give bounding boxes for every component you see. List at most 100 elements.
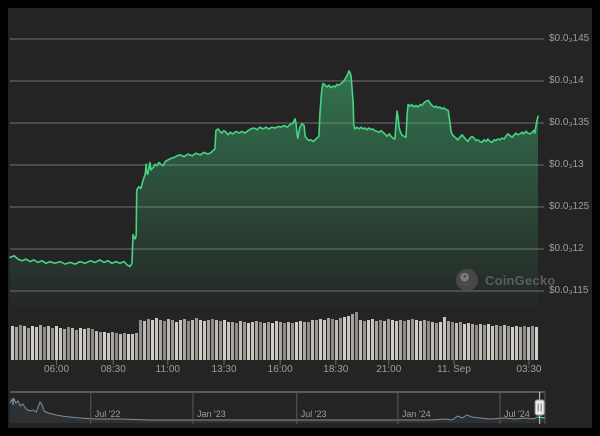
volume-bar — [359, 320, 362, 360]
volume-bar — [75, 330, 78, 360]
volume-bar — [403, 321, 406, 360]
volume-bar — [311, 320, 314, 360]
volume-bar — [287, 322, 290, 360]
volume-bar — [515, 326, 518, 360]
volume-bar — [387, 319, 390, 360]
volume-bar — [363, 321, 366, 360]
volume-bar — [31, 326, 34, 360]
x-axis-ticks — [56, 360, 530, 365]
x-axis-label: 11:00 — [155, 364, 180, 375]
volume-bar — [315, 320, 318, 360]
volume-bar — [91, 329, 94, 360]
price-line — [9, 70, 539, 268]
navigator-label: Jul '24 — [504, 409, 530, 419]
volume-bar — [67, 327, 70, 360]
volume-bar — [531, 326, 534, 360]
volume-bar — [87, 328, 90, 360]
volume-bar — [299, 321, 302, 360]
volume-bar — [323, 320, 326, 360]
volume-bar — [23, 326, 26, 360]
price-area-fill — [10, 70, 538, 307]
volume-bar — [175, 322, 178, 360]
volume-bar — [367, 320, 370, 360]
volume-bar — [379, 320, 382, 360]
volume-bar — [447, 321, 450, 360]
volume-bar — [255, 321, 258, 360]
volume-bar — [275, 321, 278, 360]
volume-bar — [163, 321, 166, 360]
volume-bar — [247, 323, 250, 360]
volume-bar — [15, 327, 18, 360]
volume-bar — [383, 321, 386, 360]
navigator-label: Jul '23 — [300, 409, 327, 419]
volume-bar — [467, 323, 470, 360]
volume-bar — [347, 316, 350, 360]
volume-bar — [47, 326, 50, 360]
volume-bar — [239, 321, 242, 360]
y-axis-label: $0.0₃125 — [549, 201, 590, 212]
volume-bar — [535, 327, 538, 360]
volume-bar — [407, 320, 410, 360]
volume-bar — [243, 322, 246, 360]
volume-bar — [499, 326, 502, 360]
y-axis-label: $0.0₃145 — [549, 33, 590, 44]
volume-bar — [267, 322, 270, 360]
volume-bar — [207, 320, 210, 360]
volume-bar — [235, 323, 238, 360]
volume-bars[interactable] — [11, 312, 538, 360]
y-axis-label: $0.0₃12 — [549, 243, 584, 254]
volume-bar — [395, 321, 398, 360]
volume-bar — [43, 327, 46, 360]
volume-bar — [55, 326, 58, 360]
y-axis-label: $0.0₃115 — [549, 285, 589, 296]
navigator-label: Jan '24 — [401, 409, 431, 419]
volume-bar — [51, 328, 54, 360]
volume-bar — [335, 320, 338, 360]
volume-bar — [171, 320, 174, 360]
volume-bar — [151, 320, 154, 360]
volume-bar — [483, 325, 486, 360]
y-axis-label: $0.0₃135 — [549, 117, 590, 128]
volume-bar — [259, 322, 262, 360]
volume-bar — [319, 319, 322, 360]
volume-bar — [507, 326, 510, 360]
volume-bar — [291, 323, 294, 360]
navigator-handle-grip-box[interactable] — [534, 399, 545, 416]
volume-bar — [443, 317, 446, 360]
navigator-handle[interactable] — [534, 399, 545, 416]
volume-bar — [279, 322, 282, 360]
x-axis-label: 16:00 — [267, 364, 293, 375]
volume-bar — [511, 327, 514, 360]
x-axis-label: 03:30 — [516, 364, 542, 375]
volume-bar — [83, 329, 86, 360]
volume-bar — [455, 323, 458, 360]
x-axis-label: 06:00 — [44, 364, 70, 375]
volume-bar — [219, 321, 222, 360]
volume-bar — [199, 320, 202, 360]
volume-bar — [95, 331, 98, 360]
navigator-label: Jan '23 — [196, 409, 226, 419]
volume-bar — [527, 327, 530, 360]
volume-bar — [103, 332, 106, 360]
volume-bar — [99, 332, 102, 360]
volume-bar — [123, 333, 126, 360]
range-navigator[interactable] — [9, 391, 546, 424]
x-axis-label: 08:30 — [100, 364, 126, 375]
coingecko-watermark: CoinGecko — [456, 268, 555, 292]
volume-bar — [495, 325, 498, 360]
volume-bar — [251, 322, 254, 360]
volume-bar — [375, 321, 378, 360]
volume-bar — [159, 320, 162, 360]
volume-bar — [115, 333, 118, 360]
price-area-series[interactable] — [9, 70, 539, 307]
y-axis-label: $0.0₃14 — [549, 75, 584, 86]
volume-bar — [283, 323, 286, 360]
volume-bar — [11, 326, 14, 360]
volume-bar — [471, 324, 474, 360]
volume-bar — [355, 312, 358, 360]
volume-bar — [143, 321, 146, 360]
volume-bar — [203, 321, 206, 360]
volume-bar — [351, 314, 354, 360]
volume-bar — [271, 323, 274, 360]
